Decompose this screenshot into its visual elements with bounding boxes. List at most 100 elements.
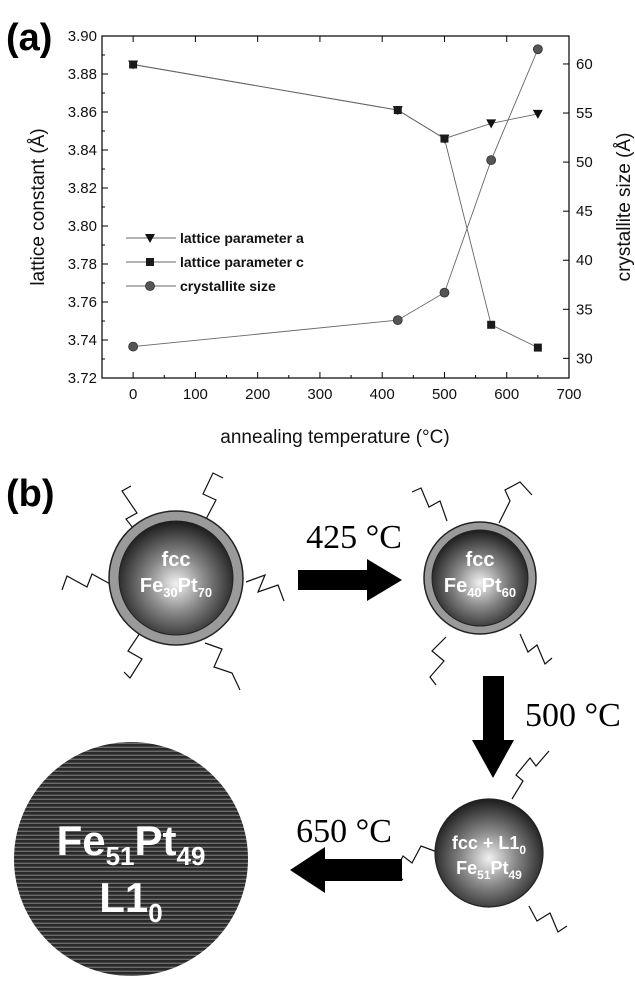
- y-left-tick-label: 3.74: [68, 332, 97, 349]
- x-tick-label: 100: [183, 386, 208, 403]
- ligand-9: [429, 636, 447, 686]
- y-right-tick-label: 45: [576, 203, 593, 220]
- subscript-pt: 70: [198, 585, 212, 600]
- phase-subscript: 0: [148, 898, 162, 928]
- ligand-4: [245, 573, 285, 602]
- panel-a-label: (a): [6, 17, 52, 59]
- y-right-tick-label: 35: [576, 301, 593, 318]
- particle-striped: [14, 742, 248, 976]
- y-axis-right-label: crystallite size (Å): [614, 133, 635, 282]
- phase-subscript: 0: [519, 843, 526, 857]
- particle-core: [434, 798, 544, 908]
- x-tick-label: 300: [307, 386, 332, 403]
- y-left-tick-label: 3.88: [68, 66, 97, 83]
- particle-phase-label: fcc + L10: [452, 833, 527, 857]
- particle-composition: Fe51Pt49: [456, 858, 522, 882]
- series-markers: [128, 44, 543, 352]
- arrow-down: [472, 676, 514, 778]
- series-line-1: [133, 64, 539, 349]
- series-line-0: [133, 64, 538, 140]
- ligand-10: [519, 633, 553, 665]
- legend-label: crystallite size: [180, 278, 276, 294]
- phase-text: L1: [99, 874, 148, 921]
- subscript-pt: 49: [177, 841, 206, 871]
- y-left-tick-label: 3.80: [68, 218, 97, 235]
- subscript-fe: 51: [477, 868, 491, 882]
- data-point-circle: [532, 44, 543, 55]
- data-point-square: [129, 60, 138, 69]
- arrow-right: [298, 559, 402, 601]
- y-axis-left-label: lattice constant (Å): [28, 128, 49, 285]
- legend: lattice parameter a lattice parameter c cr…: [126, 230, 304, 294]
- y-right-tick-label: 55: [576, 105, 593, 122]
- step-label-650: 650 °C: [296, 813, 392, 850]
- step-label-425: 425 °C: [306, 519, 402, 556]
- element-pt: Pt: [491, 858, 509, 878]
- particle-core: [118, 520, 234, 636]
- y-left-tick-label: 3.82: [68, 180, 97, 197]
- particle-composition: Fe51Pt49: [57, 817, 206, 871]
- series-lines: [133, 49, 539, 349]
- element-pt: Pt: [178, 575, 198, 597]
- element-fe: Fe: [140, 575, 163, 597]
- data-point-circle: [392, 315, 403, 326]
- particle-phase-label: fcc: [162, 549, 191, 571]
- particle-core: [431, 529, 529, 627]
- element-fe: Fe: [456, 858, 477, 878]
- data-point-square: [533, 343, 542, 352]
- subscript-fe: 51: [106, 841, 135, 871]
- particle-composition: Fe30Pt70: [140, 575, 212, 600]
- subscript-pt: 60: [502, 585, 516, 600]
- data-point-circle: [439, 287, 450, 298]
- data-point-triangle-down: [532, 109, 543, 119]
- element-pt: Pt: [482, 575, 502, 597]
- ligand-3: [61, 573, 113, 591]
- legend-marker: [145, 281, 155, 291]
- ligand-7: [411, 487, 448, 522]
- y-right-tick-label: 30: [576, 350, 593, 367]
- y-left-tick-label: 3.78: [68, 256, 97, 273]
- ligand-2: [202, 472, 224, 522]
- legend-marker: [145, 234, 155, 243]
- data-point-circle: [486, 155, 497, 166]
- data-point-square: [440, 134, 449, 143]
- y-left-tick-label: 3.72: [68, 370, 97, 387]
- subscript-fe: 30: [163, 585, 177, 600]
- arrow-left: [290, 847, 402, 893]
- phase-text: fcc + L1: [452, 833, 520, 853]
- subscript-fe: 40: [467, 585, 481, 600]
- ligand-13: [528, 905, 568, 933]
- ligand-1: [121, 485, 144, 542]
- ligand-5: [123, 632, 143, 679]
- y-right-tick-label: 40: [576, 252, 593, 269]
- x-tick-label: 600: [494, 386, 519, 403]
- data-point-square: [393, 106, 402, 115]
- y-left-tick-label: 3.86: [68, 104, 97, 121]
- particle-fe40pt60: fcc Fe40Pt60: [423, 521, 537, 635]
- x-axis-label: annealing temperature (°C): [220, 427, 449, 448]
- particle-fe30pt70: fcc Fe30Pt70: [108, 510, 244, 646]
- data-point-square: [487, 320, 496, 329]
- legend-label: lattice parameter a: [180, 230, 304, 246]
- x-tick-label: 0: [129, 386, 137, 403]
- particle-phase-label: L10: [99, 874, 162, 928]
- axis-ticks: 0 100 200 300 400 500 600 700 3.72 3.74 3.76 3.78 3.…: [68, 28, 593, 403]
- particle-fe51pt49-mixed: fcc + L10 Fe51Pt49: [434, 798, 544, 908]
- x-tick-label: 200: [245, 386, 270, 403]
- legend-marker: [146, 258, 154, 266]
- y-left-tick-label: 3.90: [68, 28, 97, 45]
- data-point-circle: [128, 341, 139, 352]
- subscript-pt: 49: [509, 868, 523, 882]
- data-point-triangle-down: [486, 119, 497, 129]
- y-left-tick-label: 3.84: [68, 142, 97, 159]
- y-right-tick-label: 50: [576, 154, 593, 171]
- ligand-8: [498, 481, 533, 524]
- step-label-500: 500 °C: [525, 697, 621, 734]
- ligand-11: [511, 750, 550, 800]
- chart-area: 0 100 200 300 400 500 600 700 3.72 3.74 3.76 3.78 3.…: [28, 28, 635, 448]
- particle-fe51pt49-l10: Fe51Pt49 L10: [14, 742, 248, 976]
- element-fe: Fe: [57, 817, 106, 864]
- x-tick-label: 500: [432, 386, 457, 403]
- particle-composition: Fe40Pt60: [444, 575, 516, 600]
